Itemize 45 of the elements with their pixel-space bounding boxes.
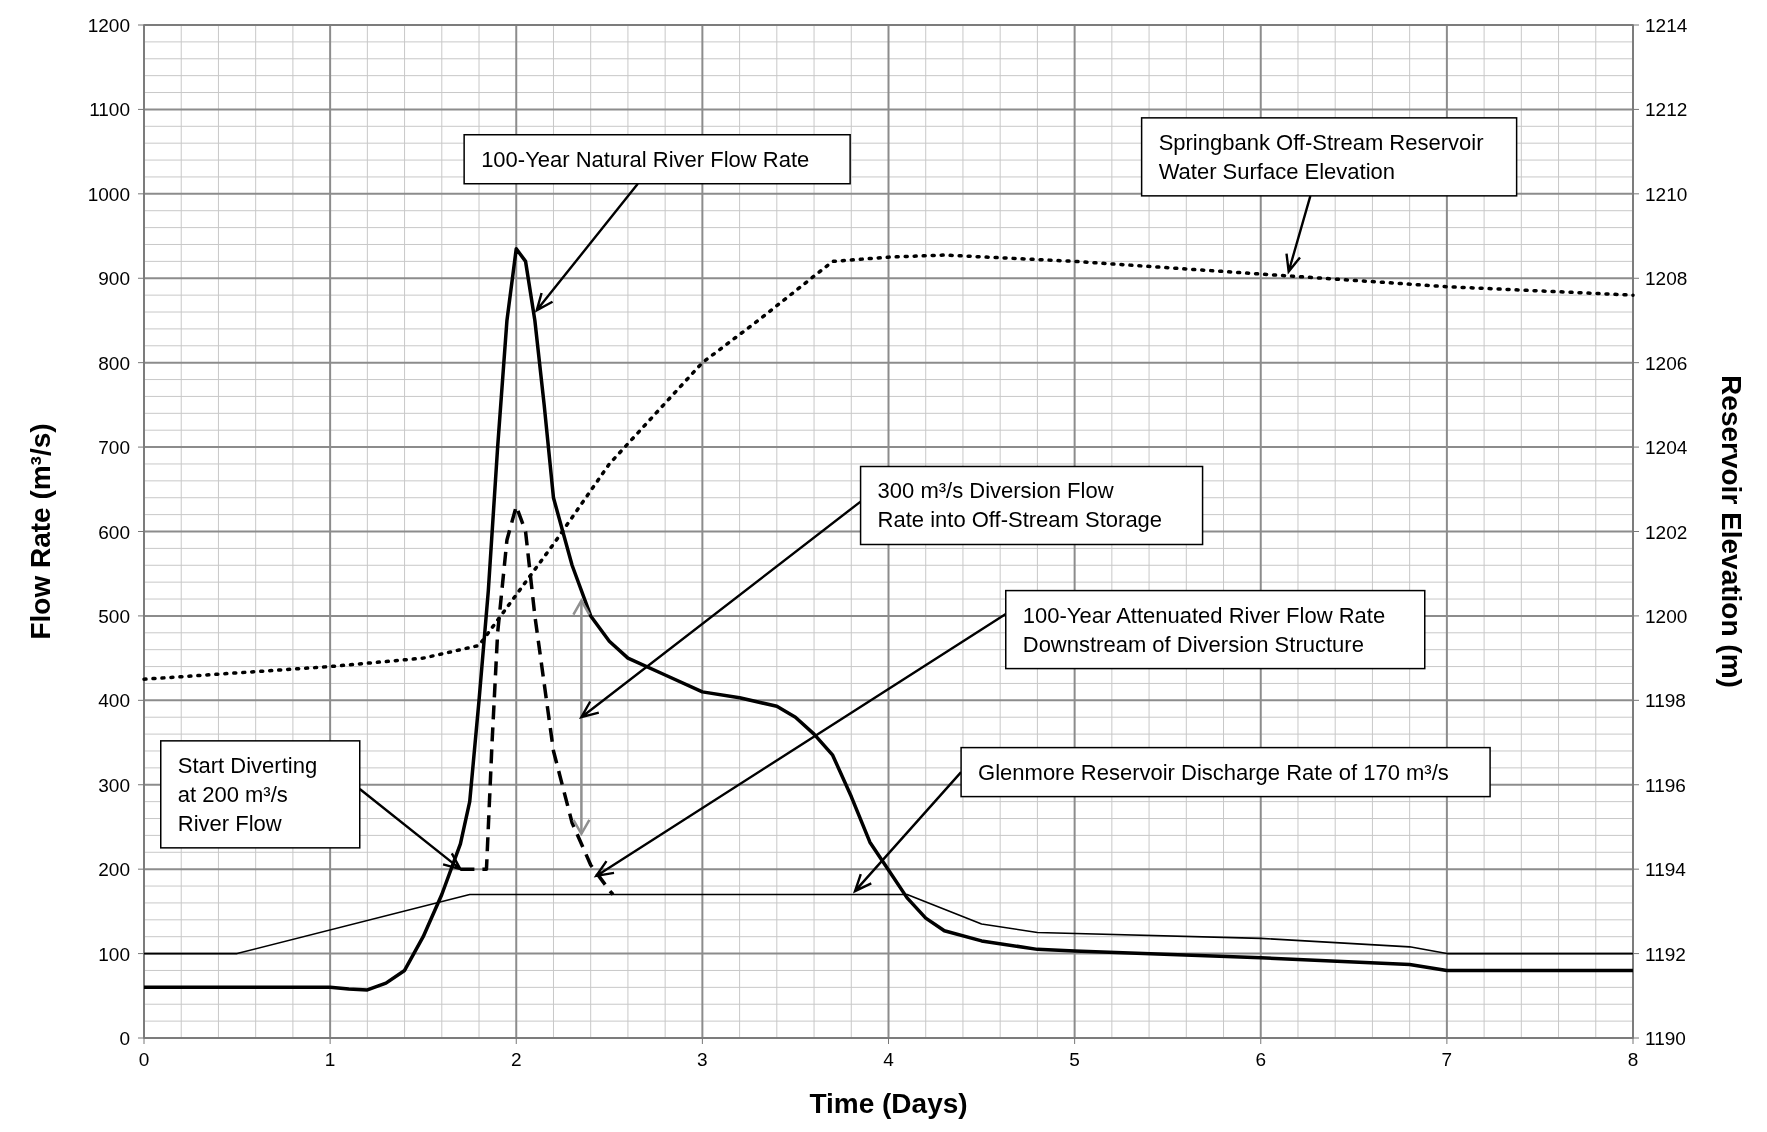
y-tick-label: 1200 <box>87 15 130 36</box>
y-tick-label: 200 <box>98 859 130 881</box>
y-tick-label: 1100 <box>89 99 130 121</box>
y-tick-label: 600 <box>98 521 130 543</box>
y-tick-label: 400 <box>98 690 130 712</box>
annotation: Glenmore Reservoir Discharge Rate of 170 m³/s <box>978 759 1449 785</box>
x-tick-label: 4 <box>883 1049 895 1070</box>
y2-tick-label: 1192 <box>1645 943 1686 965</box>
x-tick-label: 8 <box>1627 1049 1639 1070</box>
x-tick-label: 1 <box>324 1049 336 1070</box>
y2-tick-label: 1210 <box>1645 183 1688 205</box>
y2-axis-title: Reservoir Elevation (m) <box>1716 375 1747 688</box>
y2-tick-label: 1206 <box>1645 352 1688 374</box>
y2-tick-label: 1202 <box>1645 521 1688 543</box>
x-axis-title: Time (Days) <box>809 1088 968 1119</box>
x-tick-label: 5 <box>1069 1049 1080 1070</box>
y2-tick-label: 1208 <box>1645 268 1688 290</box>
x-tick-label: 2 <box>510 1049 522 1070</box>
y2-tick-label: 1204 <box>1645 437 1688 459</box>
y2-tick-label: 1194 <box>1645 859 1687 881</box>
y-tick-label: 0 <box>119 1028 130 1049</box>
x-tick-label: 0 <box>138 1049 150 1070</box>
annotation: Start Diverting at 200 m³/s River Flow <box>177 752 318 836</box>
y-tick-label: 300 <box>98 774 130 796</box>
annotation: Springbank Off-Stream Reservoir Water Surface Elevation <box>1158 129 1484 184</box>
y-tick-label: 800 <box>98 352 130 374</box>
y2-tick-label: 1212 <box>1645 99 1688 121</box>
y-axis-title: Flow Rate (m³/s) <box>25 423 56 640</box>
y-tick-label: 500 <box>98 605 130 627</box>
y2-tick-label: 1190 <box>1645 1028 1686 1049</box>
annotation: 100-Year Attenuated River Flow Rate Downstream of Diversion Structure <box>1022 602 1386 657</box>
annotation: 300 m³/s Diversion Flow Rate into Off-Stream Storage <box>877 478 1163 533</box>
y-tick-label: 1000 <box>87 183 130 205</box>
y2-tick-label: 1214 <box>1645 15 1688 36</box>
annotation: 100-Year Natural River Flow Rate <box>481 146 810 172</box>
y-tick-label: 700 <box>98 437 130 459</box>
x-tick-label: 3 <box>697 1049 708 1070</box>
x-tick-label: 6 <box>1255 1049 1267 1070</box>
x-tick-label: 7 <box>1441 1049 1453 1070</box>
y2-tick-label: 1196 <box>1645 774 1686 796</box>
y-tick-label: 900 <box>98 268 130 290</box>
y-tick-label: 100 <box>98 943 130 965</box>
line-series <box>142 246 1635 992</box>
y2-tick-label: 1198 <box>1645 690 1686 712</box>
y2-tick-label: 1200 <box>1645 605 1688 627</box>
